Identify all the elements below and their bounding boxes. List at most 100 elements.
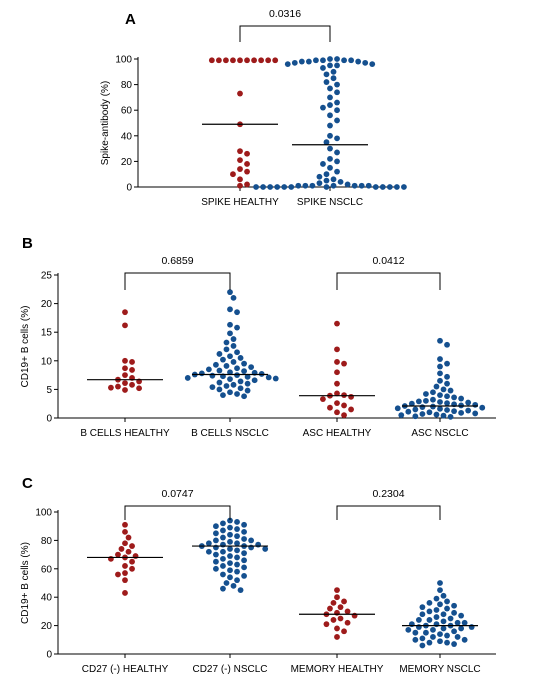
- data-point: [433, 621, 440, 628]
- category-label: B CELLS NSCLC: [191, 428, 269, 439]
- category-label: SPIKE NSCLC: [297, 197, 363, 208]
- data-point: [230, 381, 237, 388]
- series-4-nsclc: [402, 580, 478, 649]
- series-2-nsclc: [253, 56, 407, 190]
- y-tick-label: 25: [41, 271, 53, 282]
- data-point: [458, 409, 465, 416]
- data-point: [419, 411, 426, 417]
- data-point: [272, 375, 279, 382]
- data-point: [327, 605, 333, 612]
- data-point: [430, 626, 436, 633]
- data-point: [430, 634, 436, 640]
- data-point: [444, 632, 450, 639]
- data-point: [234, 365, 240, 372]
- data-point: [415, 624, 422, 630]
- data-point: [405, 408, 412, 415]
- data-point: [295, 182, 302, 189]
- data-point: [241, 360, 247, 367]
- data-point: [440, 592, 447, 599]
- data-point: [237, 90, 243, 97]
- data-point: [234, 561, 240, 568]
- data-point: [244, 387, 251, 394]
- data-point: [341, 360, 347, 367]
- data-point: [220, 356, 226, 363]
- data-point: [334, 117, 340, 124]
- data-point: [444, 598, 450, 605]
- y-tick-label: 60: [121, 106, 133, 117]
- data-point: [118, 546, 125, 552]
- y-tick-label: 5: [46, 385, 52, 396]
- data-point: [344, 181, 351, 188]
- data-point: [444, 400, 450, 407]
- data-point: [223, 363, 230, 369]
- data-point: [220, 548, 226, 555]
- category-label: CD27 (-) NSCLC: [192, 664, 267, 675]
- data-point: [234, 547, 240, 554]
- data-point: [461, 619, 468, 626]
- data-point: [323, 71, 330, 78]
- data-point: [330, 599, 337, 606]
- data-point: [198, 370, 205, 377]
- data-point: [216, 379, 223, 386]
- data-point: [205, 366, 212, 373]
- data-point: [209, 372, 216, 379]
- data-point: [351, 612, 358, 619]
- data-point: [227, 524, 233, 531]
- data-point: [440, 625, 447, 632]
- data-point: [327, 56, 333, 62]
- data-point: [323, 139, 330, 146]
- data-point: [255, 541, 262, 548]
- y-tick-label: 10: [41, 356, 53, 367]
- y-tick-label: 15: [41, 328, 53, 339]
- data-point: [444, 393, 450, 400]
- data-point: [330, 68, 337, 75]
- panel-letter: B: [22, 235, 33, 252]
- data-point: [262, 546, 269, 552]
- data-point: [412, 413, 419, 420]
- data-point: [419, 404, 426, 411]
- data-point: [330, 182, 337, 189]
- data-point: [129, 367, 135, 373]
- data-point: [237, 166, 243, 172]
- data-point: [122, 372, 128, 378]
- data-point: [230, 294, 237, 301]
- data-point: [237, 378, 244, 385]
- data-point: [241, 528, 247, 535]
- data-point: [341, 628, 347, 635]
- data-point: [327, 155, 333, 162]
- data-point: [291, 59, 298, 66]
- data-point: [451, 628, 457, 635]
- data-point: [213, 551, 219, 558]
- p-value: 0.2304: [372, 488, 404, 500]
- data-point: [205, 548, 212, 555]
- data-point: [230, 336, 237, 342]
- data-point: [234, 533, 240, 540]
- data-point: [122, 570, 128, 576]
- data-point: [241, 393, 247, 400]
- y-tick-label: 100: [115, 55, 132, 66]
- data-point: [398, 412, 405, 419]
- data-point: [237, 57, 243, 64]
- data-point: [223, 346, 230, 353]
- data-point: [244, 150, 250, 157]
- data-point: [426, 599, 433, 606]
- data-point: [440, 386, 447, 393]
- data-point: [122, 540, 128, 547]
- data-point: [369, 61, 376, 68]
- data-point: [272, 57, 279, 64]
- data-point: [437, 392, 443, 399]
- data-point: [437, 337, 443, 344]
- data-point: [223, 57, 229, 64]
- category-label: MEMORY NSCLC: [399, 664, 480, 675]
- data-point: [334, 320, 340, 327]
- data-point: [241, 368, 247, 374]
- data-point: [415, 398, 422, 405]
- data-point: [437, 638, 443, 645]
- y-tick-label: 80: [41, 536, 53, 547]
- y-tick-label: 40: [121, 131, 133, 142]
- data-point: [227, 574, 233, 581]
- data-point: [220, 555, 226, 562]
- data-point: [415, 617, 422, 623]
- data-point: [237, 587, 244, 593]
